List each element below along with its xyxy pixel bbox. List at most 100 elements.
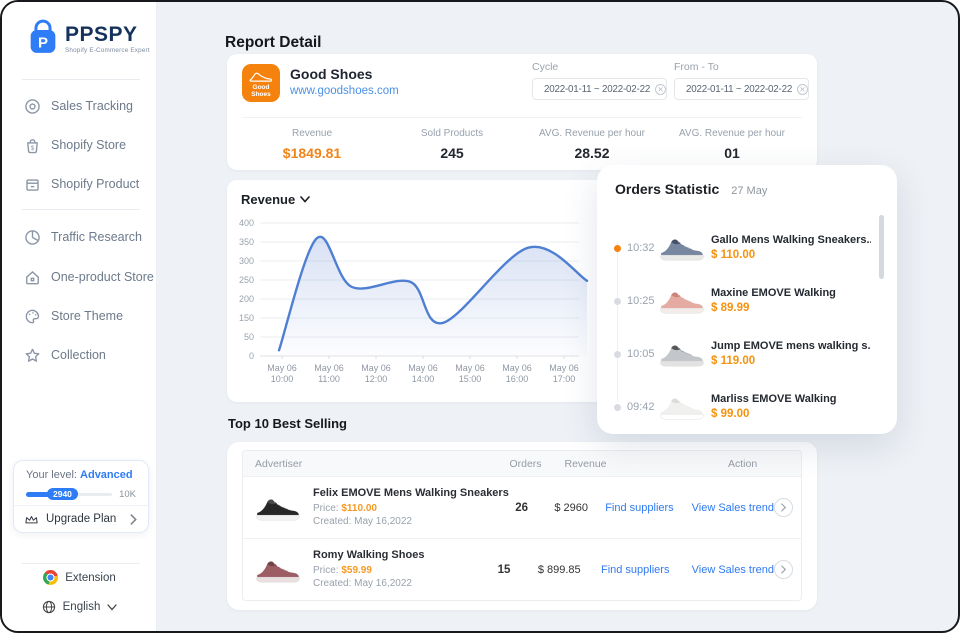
svg-text:May 06: May 06 bbox=[314, 363, 344, 373]
language-selector[interactable]: English bbox=[2, 600, 157, 614]
fromto-date-input[interactable]: 2022-01-11 ~ 2022-02-22 ✕ bbox=[674, 78, 809, 100]
cycle-date-group: Cycle 2022-01-11 ~ 2022-02-22 ✕ bbox=[532, 61, 667, 100]
cycle-date-input[interactable]: 2022-01-11 ~ 2022-02-22 ✕ bbox=[532, 78, 667, 100]
svg-text:May 06: May 06 bbox=[408, 363, 438, 373]
page-title: Report Detail bbox=[225, 34, 322, 52]
svg-text:200: 200 bbox=[239, 294, 254, 304]
upgrade-plan-label: Upgrade Plan bbox=[46, 513, 117, 525]
timeline-dot bbox=[614, 298, 621, 305]
product-image bbox=[255, 492, 301, 524]
clear-icon[interactable]: ✕ bbox=[655, 83, 667, 95]
cycle-date-value: 2022-01-11 ~ 2022-02-22 bbox=[544, 83, 651, 95]
orders-statistic-panel: Orders Statistic 27 May 10:32 Gallo Mens… bbox=[597, 165, 897, 434]
stats-row: Revenue $1849.81 Sold Products 245 AVG. … bbox=[242, 117, 802, 161]
product-price: $110.00 bbox=[341, 503, 377, 514]
table-row[interactable]: Romy Walking Shoes Price: $59.99 Created… bbox=[243, 538, 801, 600]
stat-label: AVG. Revenue per hour bbox=[679, 128, 785, 139]
find-suppliers-link[interactable]: Find suppliers bbox=[605, 501, 674, 514]
col-revenue: Revenue bbox=[564, 457, 607, 470]
chevron-right-icon bbox=[130, 513, 137, 525]
star-icon bbox=[25, 348, 40, 362]
sidebar-item-label: Collection bbox=[51, 348, 106, 362]
progress-badge: 2940 bbox=[47, 488, 78, 500]
sidebar-item-shopify-store[interactable]: $ Shopify Store bbox=[24, 133, 126, 157]
svg-text:0: 0 bbox=[249, 351, 254, 361]
svg-text:15:00: 15:00 bbox=[459, 374, 482, 384]
progress-fill bbox=[26, 492, 50, 497]
badge-text: Shoes bbox=[251, 91, 271, 98]
sidebar: P PPSPY Shopify E-Commerce Expert Sales … bbox=[2, 2, 157, 631]
chevron-down-icon bbox=[107, 603, 118, 610]
sidebar-item-sales-tracking[interactable]: Sales Tracking bbox=[24, 94, 133, 118]
find-suppliers-link[interactable]: Find suppliers bbox=[600, 563, 670, 576]
sidebar-item-one-product-store[interactable]: One-product Store bbox=[24, 265, 154, 289]
store-badge: Good Shoes bbox=[242, 64, 280, 102]
svg-text:300: 300 bbox=[239, 256, 254, 266]
extension-button[interactable]: Extension bbox=[2, 570, 157, 585]
order-time: 10:32 bbox=[627, 242, 655, 254]
orders-count: 26 bbox=[515, 501, 528, 514]
product-price: $ 110.00 bbox=[711, 249, 756, 261]
col-action: Action bbox=[728, 457, 758, 470]
badge-text: Good bbox=[252, 84, 270, 91]
svg-text:12:00: 12:00 bbox=[365, 374, 388, 384]
svg-text:May 06: May 06 bbox=[267, 363, 297, 373]
col-orders: Orders bbox=[509, 457, 542, 470]
sidebar-item-label: One-product Store bbox=[51, 270, 154, 284]
chart-metric-dropdown[interactable]: Revenue bbox=[241, 192, 311, 207]
product-price: $ 89.99 bbox=[711, 302, 750, 314]
view-sales-trend-link[interactable]: View Sales trend bbox=[691, 563, 774, 576]
level-progress: 2940 10K bbox=[26, 488, 136, 500]
sidebar-item-store-theme[interactable]: Store Theme bbox=[24, 304, 123, 328]
store-bag-icon: $ bbox=[27, 138, 38, 153]
order-item[interactable]: 10:05 Jump EMOVE mens walking s... $ 119… bbox=[597, 328, 897, 381]
product-name: Romy Walking Shoes bbox=[313, 549, 425, 561]
order-item[interactable]: 10:32 Gallo Mens Walking Sneakers... $ 1… bbox=[597, 222, 897, 275]
top-selling-card: Advertiser Orders Revenue Action Felix E… bbox=[227, 442, 817, 610]
fromto-date-value: 2022-01-11 ~ 2022-02-22 bbox=[686, 83, 793, 95]
product-image bbox=[659, 231, 705, 265]
stat-label: Sold Products bbox=[420, 128, 484, 139]
store-url-link[interactable]: www.goodshoes.com bbox=[290, 85, 399, 97]
product-price: $59.99 bbox=[341, 565, 372, 576]
stat-value: 245 bbox=[440, 145, 464, 161]
product-price-line: Price: $110.00 bbox=[313, 503, 377, 514]
table-row[interactable]: Felix EMOVE Mens Walking Sneakers Price:… bbox=[243, 476, 801, 538]
stat-label: AVG. Revenue per hour bbox=[539, 128, 645, 139]
timeline-line bbox=[617, 243, 618, 401]
svg-text:May 06: May 06 bbox=[455, 363, 485, 373]
main-content: Report Detail Good Shoes Good Shoes www.… bbox=[157, 2, 958, 631]
stat-value: 01 bbox=[724, 145, 740, 161]
orders-title: Orders Statistic bbox=[615, 181, 720, 197]
shopping-bag-icon: P bbox=[30, 19, 56, 53]
sidebar-item-collection[interactable]: Collection bbox=[24, 343, 106, 367]
sidebar-item-traffic-research[interactable]: Traffic Research bbox=[24, 225, 142, 249]
orders-scrollbar[interactable] bbox=[879, 215, 884, 279]
row-expand-button[interactable] bbox=[774, 560, 793, 579]
order-item[interactable]: 09:42 Marliss EMOVE Walking $ 99.00 bbox=[597, 381, 897, 434]
row-expand-button[interactable] bbox=[774, 498, 793, 517]
top-selling-title: Top 10 Best Selling bbox=[228, 416, 347, 431]
table-header: Advertiser Orders Revenue Action bbox=[243, 451, 801, 476]
pie-chart-icon bbox=[25, 229, 40, 245]
orders-date: 27 May bbox=[731, 185, 768, 197]
orders-count: 15 bbox=[497, 563, 511, 576]
product-name: Jump EMOVE mens walking s... bbox=[711, 340, 871, 352]
svg-text:50: 50 bbox=[244, 332, 254, 342]
divider bbox=[22, 79, 140, 80]
clear-icon[interactable]: ✕ bbox=[797, 83, 809, 95]
svg-text:11:00: 11:00 bbox=[318, 374, 340, 384]
timeline-dot bbox=[614, 404, 621, 411]
upgrade-plan-button[interactable]: Upgrade Plan bbox=[14, 505, 148, 532]
order-item[interactable]: 10:25 Maxine EMOVE Walking $ 89.99 bbox=[597, 275, 897, 328]
orders-list: 10:32 Gallo Mens Walking Sneakers... $ 1… bbox=[597, 222, 897, 434]
view-sales-trend-link[interactable]: View Sales trend bbox=[691, 501, 774, 514]
svg-text:150: 150 bbox=[239, 313, 254, 323]
svg-text:16:00: 16:00 bbox=[506, 374, 529, 384]
sidebar-item-shopify-product[interactable]: Shopify Product bbox=[24, 172, 139, 196]
store-name: Good Shoes bbox=[290, 66, 373, 82]
svg-text:10:00: 10:00 bbox=[271, 374, 294, 384]
store-summary-card: Good Shoes Good Shoes www.goodshoes.com … bbox=[227, 54, 817, 170]
product-image bbox=[255, 554, 301, 586]
